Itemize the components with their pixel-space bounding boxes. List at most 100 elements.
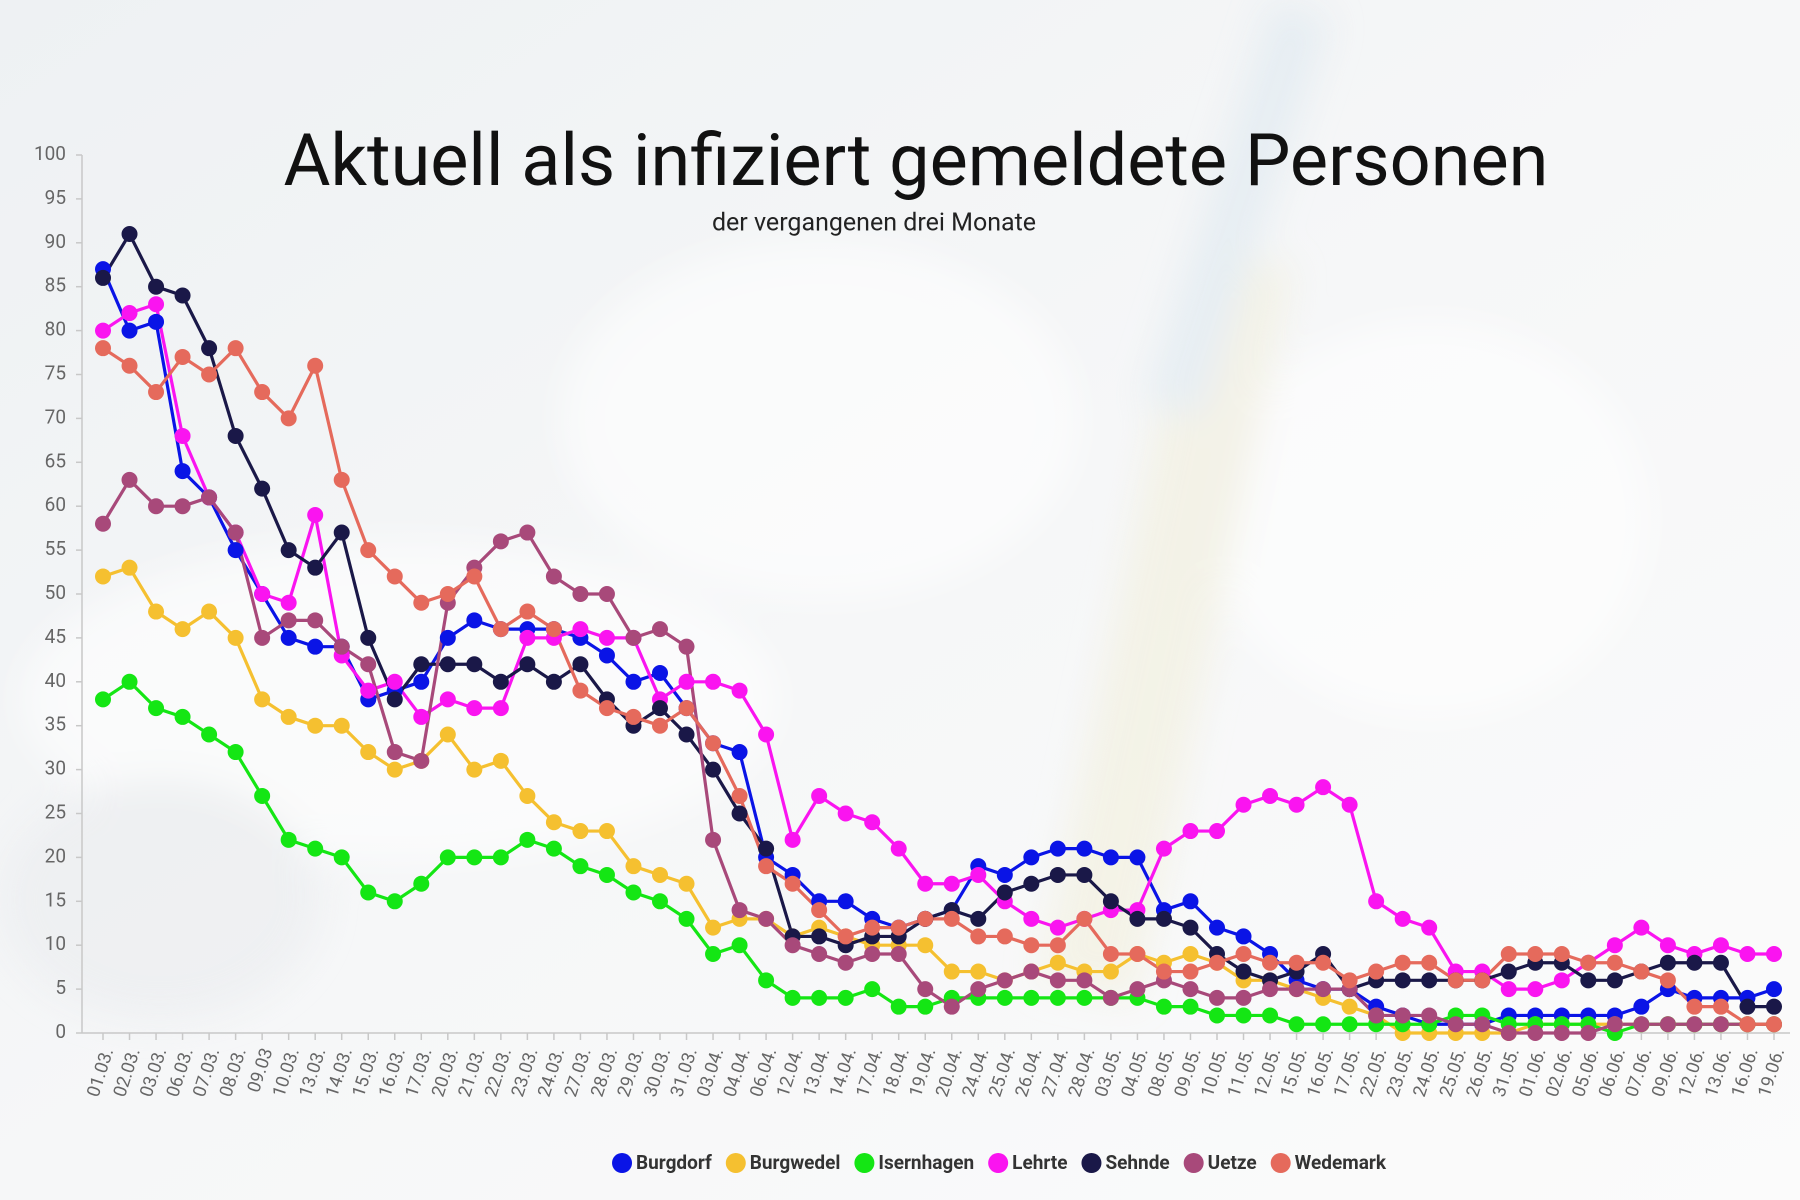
data-point [890,998,907,1015]
data-point [1766,945,1782,962]
data-point [996,989,1013,1006]
data-point [519,656,536,673]
data-point [943,963,960,980]
data-point [705,735,722,752]
data-point [731,787,748,804]
data-point [784,875,801,892]
data-point [1527,945,1544,962]
data-point [1580,1025,1597,1041]
data-point [201,603,218,620]
data-point [95,515,111,532]
data-point [652,700,668,717]
data-point [1368,1007,1385,1024]
data-point [1315,981,1332,998]
data-point [1102,893,1119,910]
y-tick-label: 15 [45,888,66,911]
data-point [466,849,483,866]
data-point [811,902,828,919]
legend-item: Burgwedel [725,1151,840,1174]
data-point [1633,1016,1650,1033]
data-point [1633,963,1650,980]
data-point [996,884,1013,901]
data-point [731,744,748,761]
data-point [1659,937,1676,954]
legend-marker [1183,1153,1204,1173]
data-point [386,893,403,910]
data-point [1023,937,1040,954]
data-point [598,586,615,602]
data-point [1235,963,1252,980]
data-point [1102,849,1119,866]
data-point [413,673,430,690]
data-point [466,612,483,629]
data-point [1527,981,1544,998]
data-point [1262,954,1279,971]
data-point [254,787,271,804]
data-point [1633,919,1650,936]
data-point [413,875,430,892]
series-line [101,478,1774,1035]
legend-marker [1081,1153,1102,1173]
y-tick-label: 60 [45,493,66,516]
data-point [121,322,138,339]
legend-label: Isernhagen [878,1151,974,1174]
data-point [1023,963,1040,980]
data-point [519,831,536,848]
data-point [864,981,881,998]
data-point [625,673,642,690]
data-point [1049,937,1066,954]
data-point [1739,945,1756,962]
series-line [102,346,1774,1026]
data-point [307,612,324,629]
data-point [572,858,589,875]
data-point [731,937,748,954]
y-tick-label: 30 [45,757,66,780]
data-point [1023,875,1040,892]
data-point [360,884,377,901]
data-point [1182,823,1199,840]
data-point [1421,972,1438,989]
data-point [254,629,271,646]
data-point [148,313,165,330]
data-point [1182,981,1199,998]
data-point [1076,910,1093,927]
data-point [1049,919,1066,936]
data-point [731,682,748,699]
data-point [1659,972,1676,989]
data-point [864,919,881,936]
data-point [1102,963,1119,980]
data-point [1474,972,1491,989]
data-point [280,594,297,611]
data-point [386,744,403,761]
y-tick-label: 5 [55,976,66,999]
legend-label: Uetze [1208,1151,1257,1174]
data-point [1712,954,1729,971]
data-point [572,656,589,673]
y-tick-label: 85 [45,274,66,297]
data-point [1341,1016,1358,1033]
data-point [970,981,987,998]
data-point [705,673,722,690]
data-point [1262,787,1279,804]
y-tick-label: 20 [45,844,66,867]
data-point [625,629,642,646]
data-point [1394,954,1411,971]
series-line [102,302,1774,991]
data-point [1553,1025,1570,1041]
data-point [1447,1016,1464,1033]
data-point [784,831,801,848]
data-point [1421,1007,1438,1024]
data-point [1341,998,1358,1015]
data-point [174,463,191,480]
data-point [121,559,138,576]
data-point [678,638,695,655]
data-point [492,752,509,769]
data-point [439,656,456,673]
data-point [784,937,801,954]
data-point [174,498,191,515]
data-point [917,910,934,927]
data-point [545,621,562,638]
data-point [705,831,722,848]
data-point [307,506,324,523]
data-point [148,603,165,620]
